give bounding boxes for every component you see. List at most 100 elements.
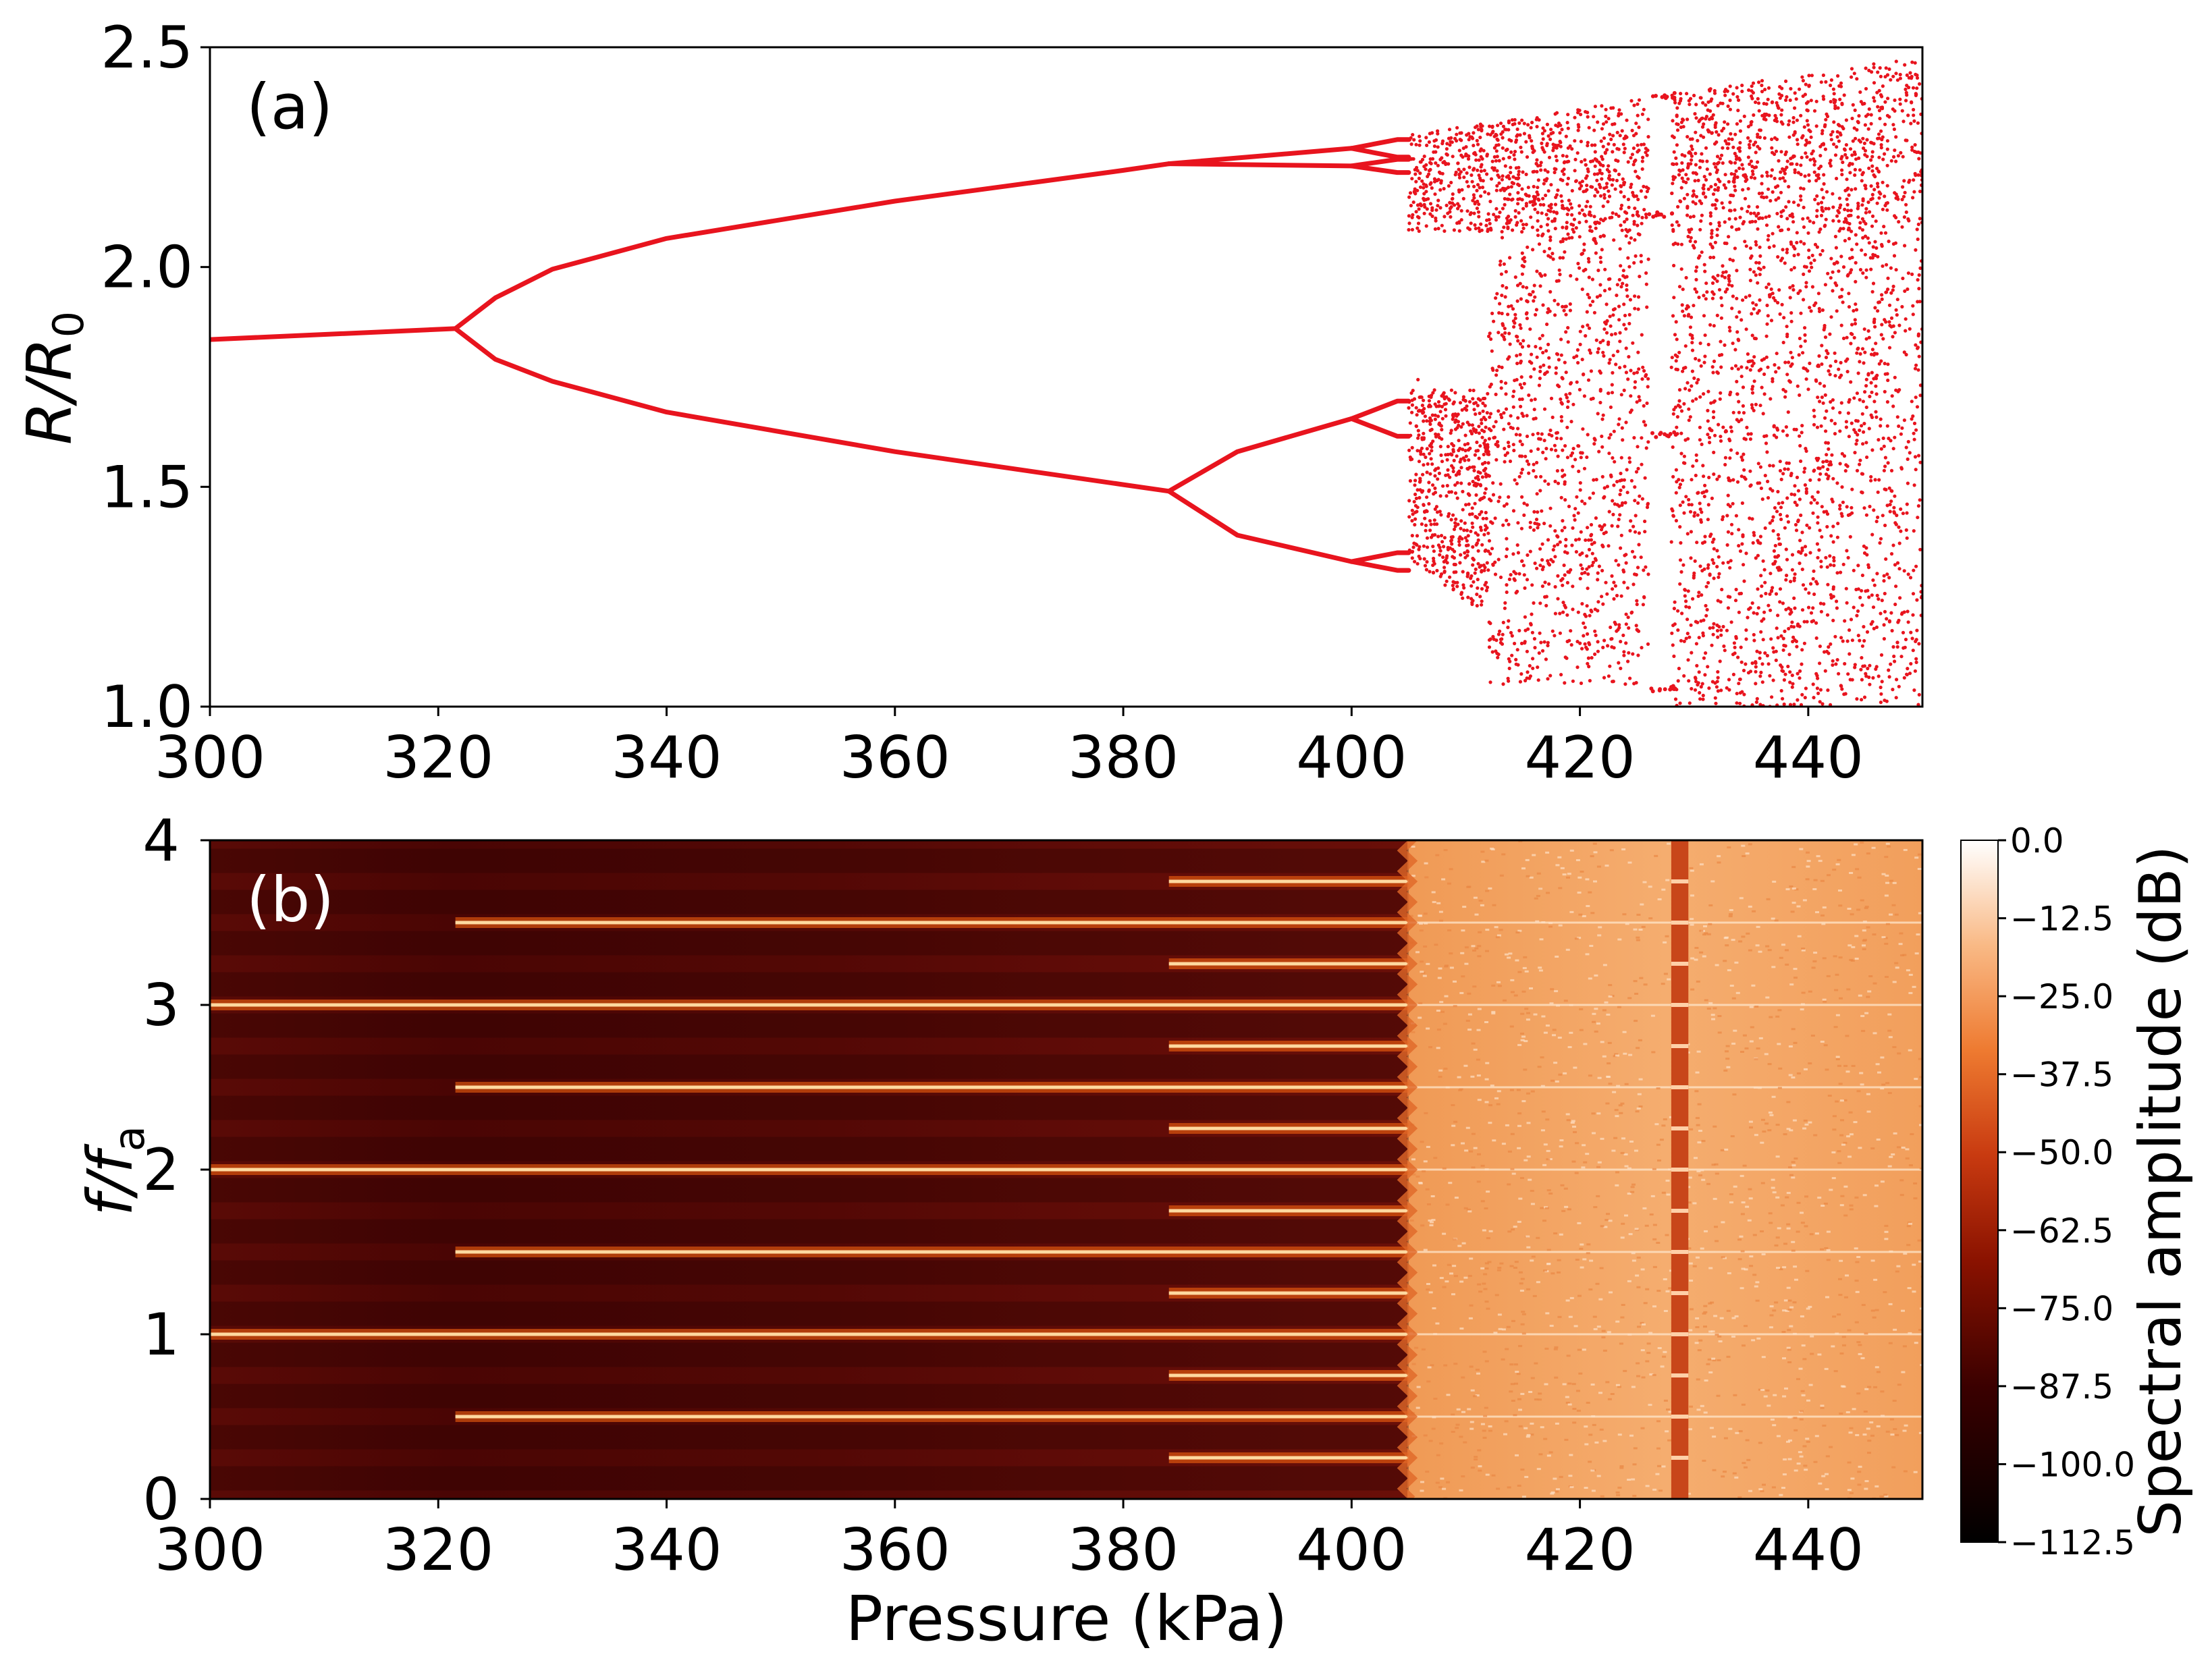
scatter-point bbox=[1430, 206, 1434, 210]
scatter-point bbox=[1542, 522, 1546, 526]
scatter-point bbox=[1893, 148, 1897, 153]
scatter-point bbox=[1774, 658, 1778, 663]
scatter-point bbox=[1820, 248, 1825, 253]
scatter-point bbox=[1486, 212, 1490, 216]
scatter-point bbox=[1816, 691, 1820, 695]
scatter-point bbox=[1885, 503, 1889, 508]
scatter-point bbox=[1860, 172, 1864, 177]
scatter-point bbox=[1562, 564, 1566, 568]
scatter-point bbox=[1755, 205, 1760, 209]
scatter-point bbox=[1491, 563, 1495, 567]
scatter-point bbox=[1685, 117, 1690, 121]
scatter-point bbox=[1532, 636, 1536, 641]
scatter-point bbox=[1582, 621, 1586, 625]
scatter-point bbox=[1690, 369, 1694, 373]
scatter-point bbox=[1860, 644, 1864, 648]
scatter-point bbox=[1685, 166, 1690, 170]
scatter-point bbox=[1538, 564, 1542, 568]
scatter-point bbox=[1559, 673, 1563, 677]
scatter-point bbox=[1428, 182, 1432, 186]
scatter-point bbox=[1723, 120, 1727, 124]
scatter-point bbox=[1735, 296, 1739, 300]
scatter-point bbox=[1753, 176, 1757, 180]
scatter-point bbox=[1804, 686, 1808, 690]
scatter-point bbox=[1866, 236, 1870, 240]
scatter-point bbox=[1835, 571, 1839, 575]
scatter-point bbox=[1505, 518, 1509, 522]
scatter-point bbox=[1496, 331, 1501, 335]
scatter-point bbox=[1578, 576, 1582, 581]
scatter-point bbox=[1818, 700, 1822, 704]
scatter-point bbox=[1585, 188, 1589, 192]
scatter-point bbox=[1730, 366, 1734, 371]
period-4-branch-1 bbox=[1166, 146, 1354, 167]
scatter-point bbox=[1792, 596, 1796, 601]
scatter-point bbox=[1850, 678, 1854, 682]
scatter-point bbox=[1633, 385, 1637, 389]
scatter-point bbox=[1538, 369, 1542, 374]
scatter-point bbox=[1588, 351, 1592, 355]
scatter-point bbox=[1598, 163, 1602, 167]
scatter-point bbox=[1829, 164, 1833, 168]
scatter-point bbox=[1862, 219, 1866, 223]
scatter-point bbox=[1564, 544, 1568, 548]
scatter-point bbox=[1829, 100, 1833, 104]
scatter-point bbox=[1856, 564, 1860, 568]
scatter-point bbox=[1863, 123, 1867, 127]
scatter-point bbox=[1689, 623, 1693, 627]
scatter-point bbox=[1883, 100, 1887, 104]
scatter-point bbox=[1531, 433, 1535, 437]
scatter-point bbox=[1889, 468, 1894, 473]
scatter-point bbox=[1420, 395, 1424, 400]
scatter-point bbox=[1807, 591, 1811, 595]
scatter-point bbox=[1872, 583, 1877, 587]
scatter-point bbox=[1482, 452, 1486, 457]
scatter-point bbox=[1757, 308, 1761, 313]
scatter-point bbox=[1773, 543, 1777, 548]
scatter-point bbox=[1519, 297, 1523, 301]
scatter-point bbox=[1518, 281, 1522, 285]
scatter-point bbox=[1888, 510, 1892, 514]
scatter-point bbox=[1436, 129, 1440, 133]
scatter-point bbox=[1733, 184, 1737, 188]
scatter-point bbox=[1440, 142, 1445, 146]
scatter-point bbox=[1587, 665, 1591, 669]
scatter-point bbox=[1740, 89, 1744, 93]
scatter-point bbox=[1820, 344, 1824, 348]
scatter-point bbox=[1674, 468, 1678, 472]
scatter-point bbox=[1509, 304, 1513, 308]
scatter-point bbox=[1622, 388, 1626, 393]
scatter-point bbox=[1832, 142, 1836, 146]
scatter-point bbox=[1600, 155, 1604, 159]
scatter-point bbox=[1828, 332, 1832, 336]
scatter-point bbox=[1821, 460, 1825, 464]
scatter-point bbox=[1913, 61, 1917, 65]
scatter-point bbox=[1440, 460, 1445, 464]
scatter-point bbox=[1433, 486, 1437, 491]
scatter-point bbox=[1750, 169, 1754, 173]
scatter-point bbox=[1415, 488, 1420, 492]
scatter-point bbox=[1712, 399, 1717, 403]
scatter-point bbox=[1699, 518, 1703, 522]
scatter-point bbox=[1636, 653, 1640, 657]
scatter-point bbox=[1738, 149, 1742, 153]
scatter-point bbox=[1523, 454, 1528, 458]
scatter-point bbox=[1750, 119, 1754, 124]
scatter-point bbox=[1537, 383, 1541, 387]
scatter-point bbox=[1472, 168, 1476, 172]
scatter-point bbox=[1623, 501, 1627, 505]
scatter-point bbox=[1696, 594, 1700, 599]
scatter-point bbox=[1903, 289, 1907, 293]
scatter-point bbox=[1513, 157, 1517, 161]
scatter-point bbox=[1679, 570, 1683, 574]
scatter-point bbox=[1904, 99, 1908, 103]
scatter-point bbox=[1733, 645, 1737, 649]
scatter-point bbox=[1433, 417, 1437, 421]
scatter-point bbox=[1765, 170, 1769, 175]
scatter-point bbox=[1748, 669, 1753, 674]
scatter-point bbox=[1575, 151, 1580, 155]
scatter-point bbox=[1690, 144, 1694, 148]
scatter-point bbox=[1627, 241, 1631, 245]
scatter-point bbox=[1680, 303, 1684, 307]
scatter-point bbox=[1914, 428, 1918, 432]
